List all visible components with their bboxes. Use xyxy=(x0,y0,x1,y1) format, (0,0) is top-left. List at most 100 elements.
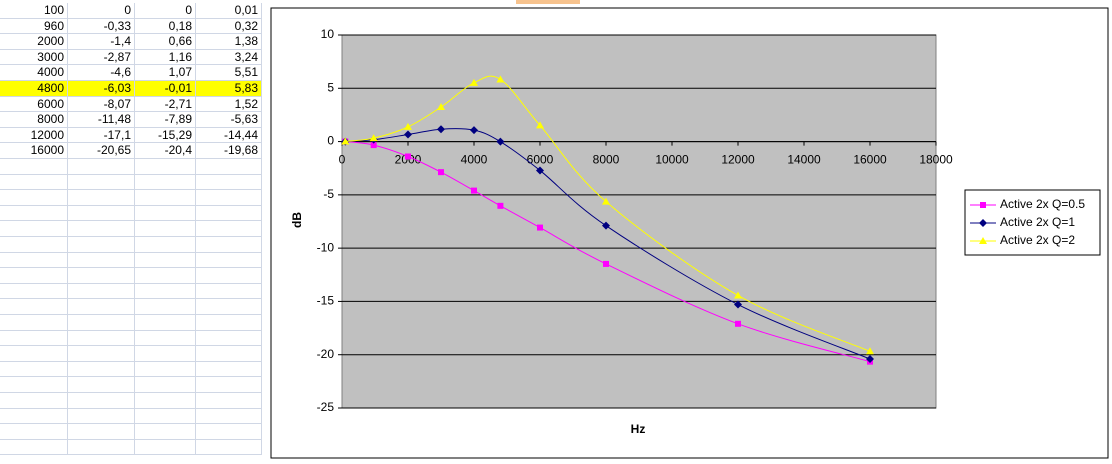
cell[interactable] xyxy=(68,159,135,175)
cell[interactable]: -14,44 xyxy=(196,127,262,144)
cell[interactable]: -6,03 xyxy=(68,81,135,97)
cell[interactable]: 100 xyxy=(0,3,68,19)
cell[interactable]: 0,18 xyxy=(135,18,196,35)
cell[interactable] xyxy=(68,377,135,393)
cell[interactable] xyxy=(196,408,262,425)
cell[interactable] xyxy=(68,315,135,331)
cell[interactable] xyxy=(0,439,68,456)
cell[interactable] xyxy=(0,361,68,378)
cell[interactable]: 1,38 xyxy=(196,34,262,50)
cell[interactable] xyxy=(0,377,68,393)
cell[interactable]: 16000 xyxy=(0,143,68,159)
cell[interactable] xyxy=(68,268,135,284)
cell[interactable] xyxy=(135,424,196,440)
cell[interactable] xyxy=(196,252,262,269)
cell[interactable] xyxy=(196,393,262,409)
cell[interactable]: -15,29 xyxy=(135,127,196,144)
cell[interactable] xyxy=(135,361,196,378)
cell[interactable]: -7,89 xyxy=(135,112,196,128)
cell[interactable]: -8,07 xyxy=(68,96,135,113)
cell[interactable] xyxy=(0,424,68,440)
cell[interactable] xyxy=(135,299,196,315)
cell[interactable]: 5,51 xyxy=(196,65,262,81)
cell[interactable] xyxy=(135,408,196,425)
cell[interactable]: 3,24 xyxy=(196,49,262,66)
cell[interactable]: -0,33 xyxy=(68,18,135,35)
cell[interactable] xyxy=(0,315,68,331)
cell[interactable] xyxy=(68,439,135,456)
cell[interactable]: -17,1 xyxy=(68,127,135,144)
cell[interactable] xyxy=(135,283,196,300)
cell[interactable] xyxy=(196,205,262,222)
cell[interactable] xyxy=(135,330,196,347)
cell[interactable] xyxy=(135,268,196,284)
cell[interactable]: -19,68 xyxy=(196,143,262,159)
cell[interactable] xyxy=(68,408,135,425)
cell[interactable] xyxy=(0,237,68,253)
cell[interactable]: -4,6 xyxy=(68,65,135,81)
cell[interactable]: 0,01 xyxy=(196,3,262,19)
cell[interactable] xyxy=(0,346,68,362)
cell[interactable]: -5,63 xyxy=(196,112,262,128)
cell[interactable]: 6000 xyxy=(0,96,68,113)
cell[interactable] xyxy=(0,190,68,206)
cell[interactable]: 0 xyxy=(135,3,196,19)
cell[interactable] xyxy=(68,393,135,409)
cell[interactable] xyxy=(196,237,262,253)
cell[interactable] xyxy=(68,174,135,191)
cell[interactable] xyxy=(196,283,262,300)
cell[interactable]: -20,65 xyxy=(68,143,135,159)
cell[interactable] xyxy=(68,299,135,315)
cell[interactable]: 12000 xyxy=(0,127,68,144)
cell[interactable] xyxy=(196,159,262,175)
cell[interactable] xyxy=(135,346,196,362)
cell[interactable] xyxy=(196,174,262,191)
cell[interactable]: -2,87 xyxy=(68,49,135,66)
cell[interactable] xyxy=(0,330,68,347)
cell[interactable] xyxy=(68,283,135,300)
cell[interactable] xyxy=(68,424,135,440)
cell[interactable]: 8000 xyxy=(0,112,68,128)
cell[interactable]: 0,66 xyxy=(135,34,196,50)
cell[interactable]: 2000 xyxy=(0,34,68,50)
cell[interactable]: -0,01 xyxy=(135,81,196,97)
cell[interactable] xyxy=(196,424,262,440)
cell[interactable] xyxy=(68,361,135,378)
cell[interactable] xyxy=(196,221,262,237)
cell[interactable]: -11,48 xyxy=(68,112,135,128)
cell[interactable] xyxy=(196,190,262,206)
cell[interactable] xyxy=(135,205,196,222)
cell[interactable]: 3000 xyxy=(0,49,68,66)
cell[interactable] xyxy=(135,252,196,269)
cell[interactable] xyxy=(196,346,262,362)
cell[interactable] xyxy=(0,283,68,300)
cell[interactable]: 1,52 xyxy=(196,96,262,113)
cell[interactable]: 4800 xyxy=(0,81,68,97)
cell[interactable] xyxy=(196,330,262,347)
cell[interactable] xyxy=(196,299,262,315)
cell[interactable] xyxy=(135,377,196,393)
cell[interactable]: 0,32 xyxy=(196,18,262,35)
cell[interactable]: 1,16 xyxy=(135,49,196,66)
cell[interactable] xyxy=(0,299,68,315)
cell[interactable] xyxy=(196,361,262,378)
cell[interactable] xyxy=(68,252,135,269)
cell[interactable] xyxy=(0,252,68,269)
cell[interactable] xyxy=(68,330,135,347)
cell[interactable] xyxy=(135,221,196,237)
cell[interactable] xyxy=(68,346,135,362)
cell[interactable]: -2,71 xyxy=(135,96,196,113)
cell[interactable]: 0 xyxy=(68,3,135,19)
cell[interactable] xyxy=(0,221,68,237)
cell[interactable] xyxy=(196,268,262,284)
cell[interactable] xyxy=(135,174,196,191)
cell[interactable] xyxy=(135,159,196,175)
cell[interactable] xyxy=(135,237,196,253)
cell[interactable] xyxy=(68,221,135,237)
cell[interactable]: 960 xyxy=(0,18,68,35)
cell[interactable] xyxy=(135,439,196,456)
cell[interactable] xyxy=(0,268,68,284)
cell[interactable] xyxy=(135,190,196,206)
cell[interactable] xyxy=(0,393,68,409)
cell[interactable]: 5,83 xyxy=(196,81,262,97)
